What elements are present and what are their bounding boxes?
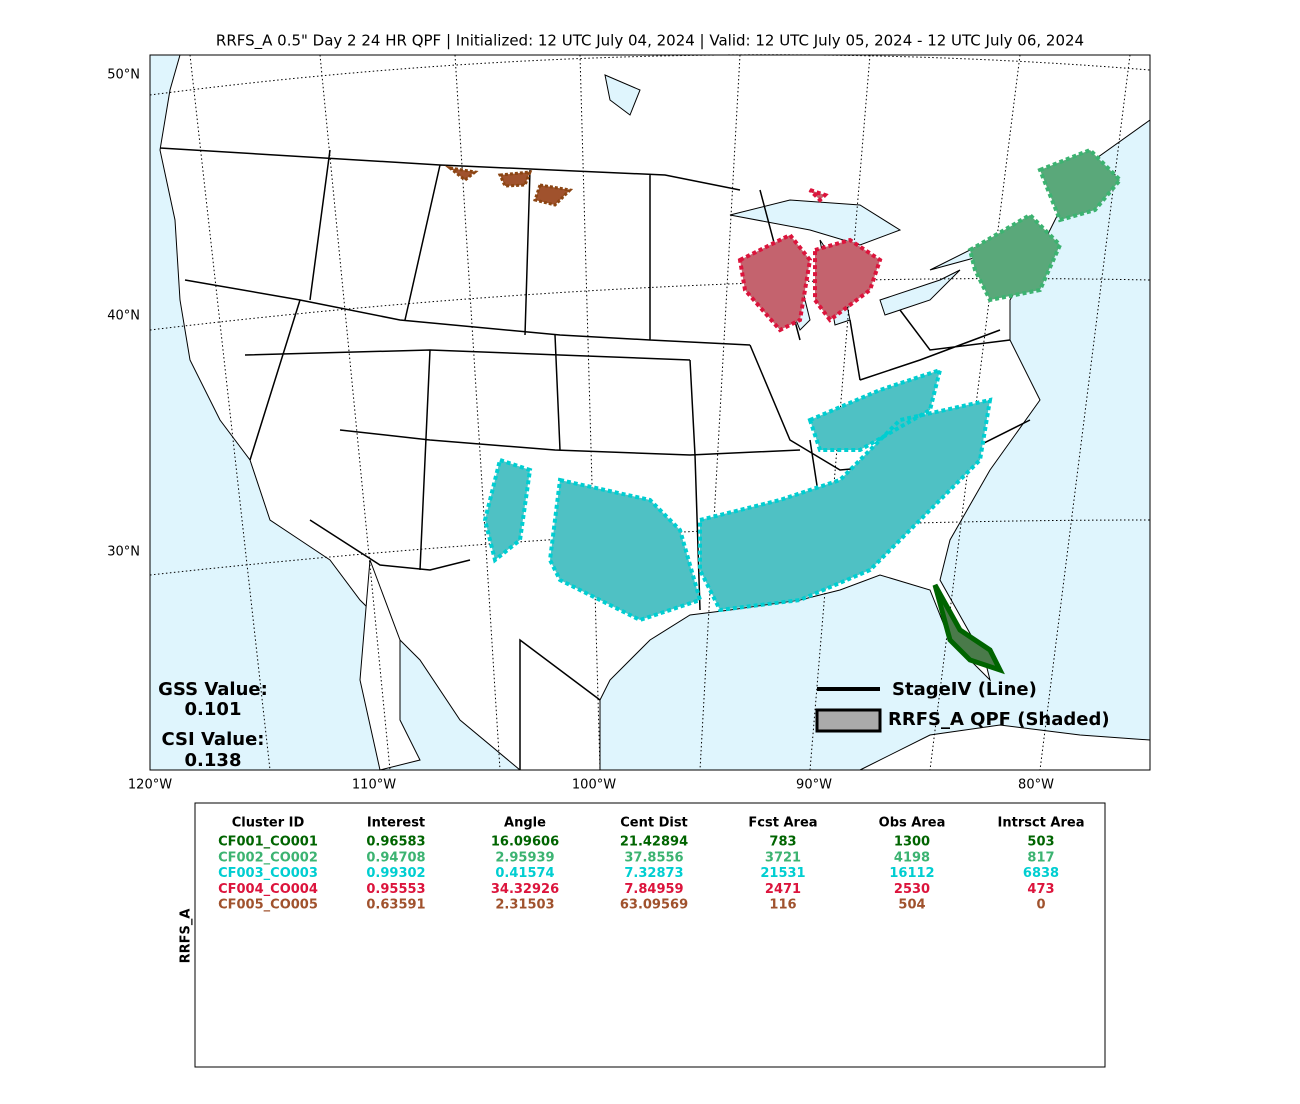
map-frame bbox=[149, 54, 1151, 771]
table-cell: 0.63591 bbox=[366, 898, 425, 913]
table-cell: 0.94708 bbox=[366, 850, 425, 865]
table-header: Interest bbox=[367, 816, 425, 831]
table-header: Obs Area bbox=[879, 816, 946, 831]
title: RRFS_A 0.5" Day 2 24 HR QPF | Initialize… bbox=[216, 32, 1084, 51]
table-cell: 7.32873 bbox=[624, 866, 683, 881]
table-cell: 1300 bbox=[894, 835, 930, 850]
table-cell: CF005_CO005 bbox=[218, 898, 318, 913]
table-cell: 2.95939 bbox=[495, 850, 554, 865]
table-cell: 2.31503 bbox=[495, 898, 554, 913]
table-cell: 34.32926 bbox=[491, 882, 559, 897]
table-cell: 2471 bbox=[765, 882, 801, 897]
table-cell: 4198 bbox=[894, 850, 930, 865]
legend: StageIV (Line) RRFS_A QPF (Shaded) bbox=[815, 679, 1110, 733]
table-cell: 16112 bbox=[889, 866, 934, 881]
table-cell: 116 bbox=[769, 898, 796, 913]
table-cell: CF004_CO004 bbox=[218, 882, 318, 897]
lon-label: 90°W bbox=[796, 778, 832, 793]
table-header: Cent Dist bbox=[620, 816, 688, 831]
table-cell: 21531 bbox=[760, 866, 805, 881]
table-cell: 21.42894 bbox=[620, 835, 688, 850]
table-cell: 0.41574 bbox=[495, 866, 554, 881]
clusters bbox=[444, 147, 1123, 675]
table-cell: 817 bbox=[1027, 850, 1054, 865]
table-cell: CF001_CO001 bbox=[218, 835, 318, 850]
legend-line-label: StageIV (Line) bbox=[892, 679, 1037, 700]
cluster-cf002 bbox=[967, 147, 1123, 303]
gss-label: GSS Value: bbox=[158, 679, 268, 700]
scores: GSS Value: 0.101 CSI Value: 0.138 bbox=[158, 679, 268, 771]
table-cell: 0.99302 bbox=[366, 866, 425, 881]
table-header: Intrsct Area bbox=[998, 816, 1085, 831]
table-cell: 473 bbox=[1027, 882, 1054, 897]
table-cell: 503 bbox=[1027, 835, 1054, 850]
table-cell: 504 bbox=[898, 898, 925, 913]
map: GSS Value: 0.101 CSI Value: 0.138 StageI… bbox=[149, 54, 1151, 771]
table-cell: 63.09569 bbox=[620, 898, 688, 913]
cluster-cf003 bbox=[482, 366, 993, 623]
lat-label: 40°N bbox=[107, 309, 140, 324]
table-cell: CF003_CO003 bbox=[218, 866, 318, 881]
csi-value: 0.138 bbox=[185, 750, 242, 771]
table-header: Cluster ID bbox=[232, 816, 305, 831]
table-cell: 2530 bbox=[894, 882, 930, 897]
table-cell: CF002_CO002 bbox=[218, 850, 318, 865]
table-cell: 0 bbox=[1036, 898, 1045, 913]
table-cell: 3721 bbox=[765, 850, 801, 865]
table-cell: 16.09606 bbox=[491, 835, 559, 850]
cluster-cf001 bbox=[932, 583, 1005, 675]
table-cell: 37.8556 bbox=[624, 850, 683, 865]
table-cell: 783 bbox=[769, 835, 796, 850]
table-side-label: RRFS_A bbox=[179, 909, 194, 964]
legend-shade-label: RRFS_A QPF (Shaded) bbox=[888, 709, 1110, 730]
lon-label: 100°W bbox=[572, 778, 616, 793]
lat-label: 30°N bbox=[107, 545, 140, 560]
lat-label: 50°N bbox=[107, 68, 140, 83]
table-cell: 6838 bbox=[1023, 866, 1059, 881]
table-header: Angle bbox=[504, 816, 546, 831]
land bbox=[159, 54, 1151, 771]
lon-label: 80°W bbox=[1018, 778, 1054, 793]
cluster-cf005 bbox=[444, 165, 574, 207]
csi-label: CSI Value: bbox=[162, 729, 265, 750]
table-cell: 0.96583 bbox=[366, 835, 425, 850]
legend-shade bbox=[815, 708, 882, 733]
cluster-cf004 bbox=[737, 188, 883, 333]
table-frame bbox=[194, 802, 1106, 1068]
lon-label: 110°W bbox=[352, 778, 396, 793]
table-cell: 0.95553 bbox=[366, 882, 425, 897]
table-header: Fcst Area bbox=[748, 816, 817, 831]
lon-label: 120°W bbox=[128, 778, 172, 793]
table-cell: 7.84959 bbox=[624, 882, 683, 897]
gss-value: 0.101 bbox=[185, 699, 242, 720]
